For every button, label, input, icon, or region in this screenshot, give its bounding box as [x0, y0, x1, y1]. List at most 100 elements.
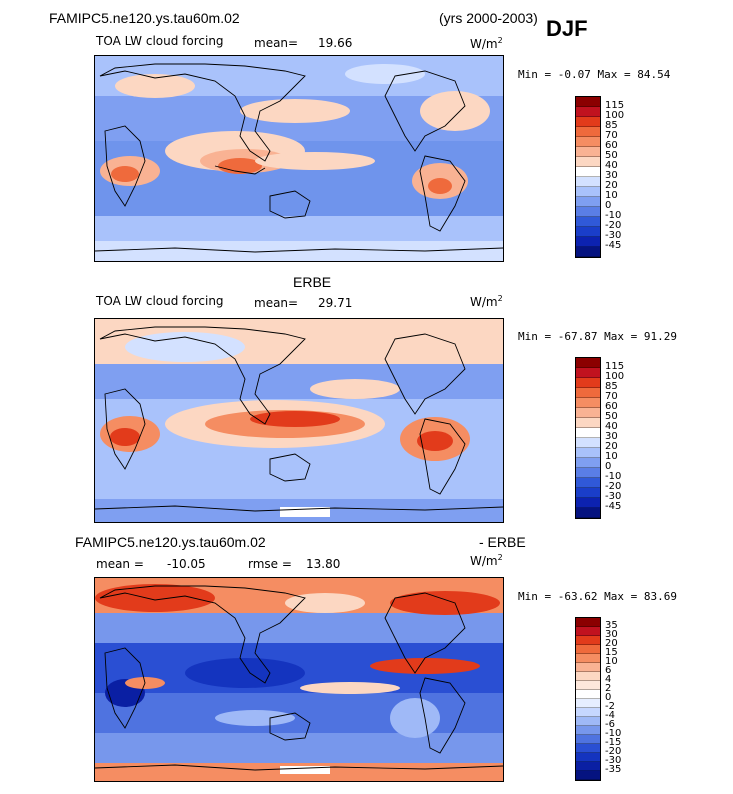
colorbar-tick-label: 2 — [605, 683, 612, 694]
colorbar-swatch — [576, 157, 600, 167]
colorbar-swatch — [576, 197, 600, 207]
panel1-colorbar-boxes — [576, 97, 600, 257]
colorbar-tick-label: 20 — [605, 638, 618, 649]
colorbar-tick-label: 20 — [605, 180, 618, 191]
colorbar-tick-label: 50 — [605, 150, 618, 161]
colorbar-swatch — [576, 177, 600, 187]
colorbar-tick-label: -35 — [605, 764, 622, 775]
colorbar-swatch — [576, 147, 600, 157]
colorbar-swatch — [576, 717, 600, 726]
colorbar-tick-label: -30 — [605, 230, 622, 241]
colorbar-tick-label: 10 — [605, 451, 618, 462]
panel3-title-left: FAMIPC5.ne120.ys.tau60m.02 — [75, 534, 266, 550]
colorbar-swatch — [576, 654, 600, 663]
colorbar-tick-label: -2 — [605, 701, 615, 712]
colorbar-swatch — [576, 771, 600, 780]
colorbar-tick-label: -4 — [605, 710, 615, 721]
colorbar-tick-label: 115 — [605, 361, 625, 372]
colorbar-swatch — [576, 408, 600, 418]
colorbar-tick-label: -30 — [605, 491, 622, 502]
colorbar-tick-label: 20 — [605, 441, 618, 452]
colorbar-tick-label: -10 — [605, 471, 622, 482]
colorbar-swatch — [576, 217, 600, 227]
colorbar-tick-label: 6 — [605, 665, 612, 676]
colorbar-tick-label: 30 — [605, 170, 618, 181]
colorbar-tick-label: -10 — [605, 728, 622, 739]
colorbar-swatch — [576, 358, 600, 368]
colorbar-tick-label: 40 — [605, 421, 618, 432]
colorbar-swatch — [576, 378, 600, 388]
colorbar-swatch — [576, 627, 600, 636]
colorbar-swatch — [576, 663, 600, 672]
colorbar-swatch — [576, 167, 600, 177]
colorbar-swatch — [576, 735, 600, 744]
colorbar-swatch — [576, 247, 600, 257]
colorbar-tick-label: 85 — [605, 381, 618, 392]
colorbar-swatch — [576, 107, 600, 117]
panel1-subtitle: TOA LW cloud forcing — [96, 34, 224, 48]
colorbar-tick-label: -20 — [605, 220, 622, 231]
colorbar-swatch — [576, 97, 600, 107]
colorbar-swatch — [576, 117, 600, 127]
colorbar-tick-label: 100 — [605, 371, 625, 382]
colorbar-tick-label: 40 — [605, 160, 618, 171]
colorbar-swatch — [576, 762, 600, 771]
colorbar-tick-label: 30 — [605, 629, 618, 640]
colorbar-swatch — [576, 237, 600, 247]
colorbar-tick-label: 10 — [605, 656, 618, 667]
panel3-units: W/m2 — [470, 553, 503, 568]
colorbar-tick-label: 30 — [605, 431, 618, 442]
colorbar-swatch — [576, 708, 600, 717]
colorbar-swatch — [576, 187, 600, 197]
colorbar-swatch — [576, 388, 600, 398]
colorbar-swatch — [576, 458, 600, 468]
colorbar-swatch — [576, 726, 600, 735]
colorbar-swatch — [576, 468, 600, 478]
colorbar-tick-label: 60 — [605, 140, 618, 151]
colorbar-tick-label: -15 — [605, 737, 622, 748]
panel3-mean-value: -10.05 — [167, 557, 206, 571]
colorbar-tick-label: -30 — [605, 755, 622, 766]
colorbar-tick-label: 60 — [605, 401, 618, 412]
colorbar-tick-label: 0 — [605, 692, 612, 703]
colorbar-swatch — [576, 438, 600, 448]
colorbar-swatch — [576, 645, 600, 654]
colorbar-swatch — [576, 690, 600, 699]
panel2-map — [94, 318, 504, 523]
colorbar-tick-label: -45 — [605, 240, 622, 251]
panel1-mean-label: mean= — [254, 36, 299, 50]
panel2-colorbar — [575, 357, 601, 519]
colorbar-tick-label: 0 — [605, 200, 612, 211]
colorbar-tick-label: 115 — [605, 100, 625, 111]
colorbar-swatch — [576, 418, 600, 428]
colorbar-tick-label: 35 — [605, 620, 618, 631]
panel1-mean-value: 19.66 — [318, 36, 353, 50]
colorbar-swatch — [576, 137, 600, 147]
case-title: FAMIPC5.ne120.ys.tau60m.02 — [49, 10, 240, 26]
years-label: (yrs 2000-2003) — [439, 10, 538, 26]
colorbar-tick-label: 10 — [605, 190, 618, 201]
colorbar-swatch — [576, 636, 600, 645]
panel2-mean-value: 29.71 — [318, 296, 353, 310]
colorbar-tick-label: -10 — [605, 210, 622, 221]
colorbar-tick-label: -20 — [605, 746, 622, 757]
colorbar-tick-label: -20 — [605, 481, 622, 492]
colorbar-tick-label: -45 — [605, 501, 622, 512]
colorbar-swatch — [576, 508, 600, 518]
colorbar-swatch — [576, 699, 600, 708]
colorbar-tick-label: 15 — [605, 647, 618, 658]
colorbar-tick-label: 0 — [605, 461, 612, 472]
panel3-rmse-label: rmse = — [248, 557, 292, 571]
panel1-map — [94, 55, 504, 262]
panel2-subtitle: TOA LW cloud forcing — [96, 294, 224, 308]
colorbar-swatch — [576, 488, 600, 498]
colorbar-tick-label: -6 — [605, 719, 615, 730]
colorbar-tick-label: 4 — [605, 674, 612, 685]
colorbar-tick-label: 70 — [605, 130, 618, 141]
panel3-rmse-value: 13.80 — [306, 557, 341, 571]
colorbar-swatch — [576, 498, 600, 508]
panel1-units: W/m2 — [470, 36, 503, 51]
panel3-minmax: Min = -63.62 Max = 83.69 — [518, 590, 677, 603]
colorbar-swatch — [576, 618, 600, 627]
panel2-mean-label: mean= — [254, 296, 299, 310]
